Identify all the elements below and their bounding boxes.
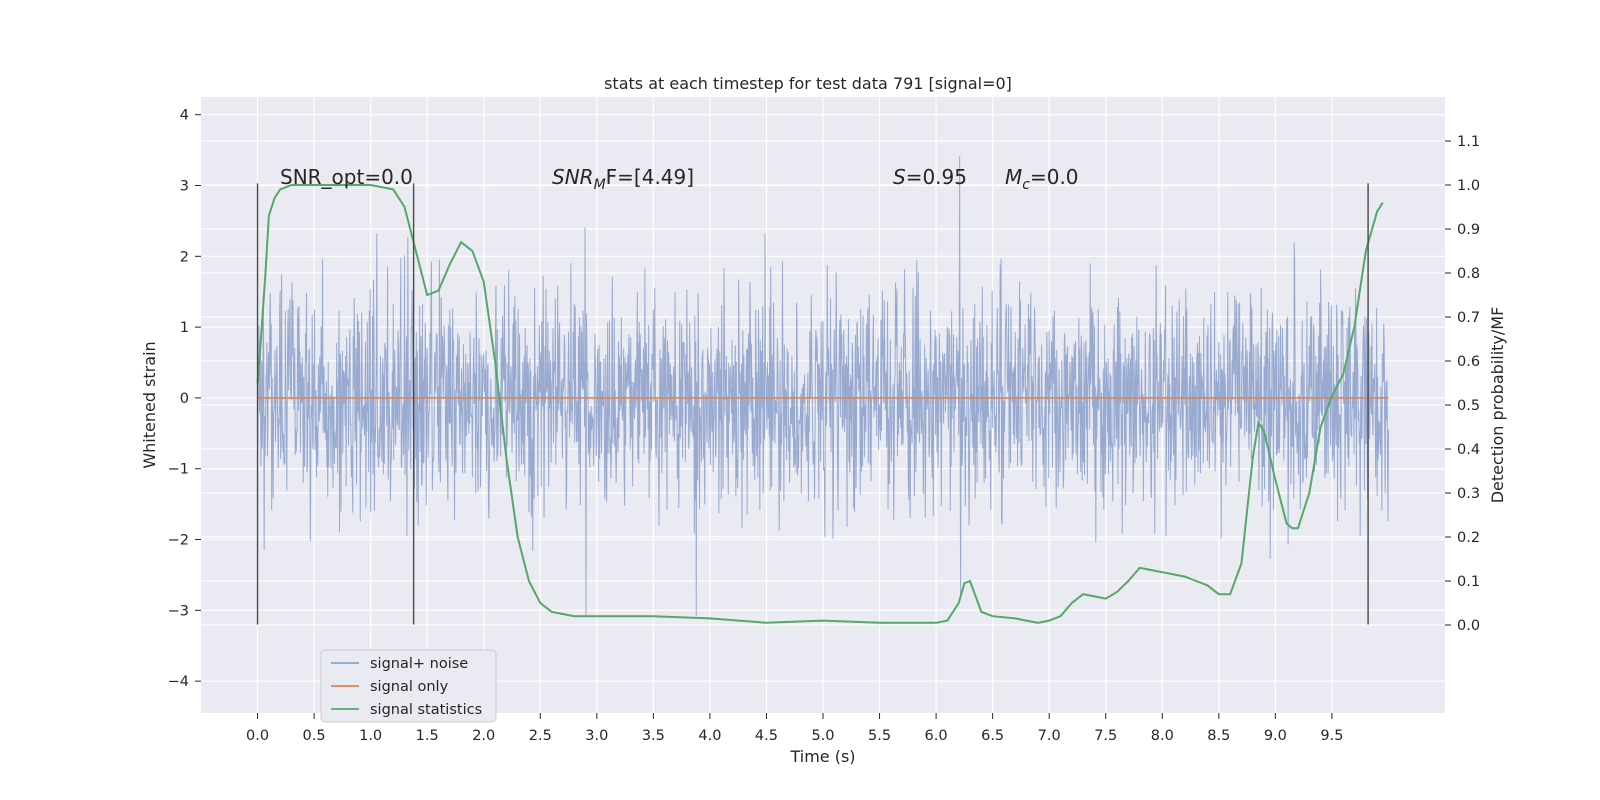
right-y-axis-label: Detection probability/MF xyxy=(1488,307,1507,504)
snr-mf-value: F=[4.49] xyxy=(606,165,694,189)
vertical-markers xyxy=(256,183,1369,625)
y-right-tick-label: 0.8 xyxy=(1457,266,1480,282)
legend-box xyxy=(320,649,497,723)
snr-mf-annotation: SNRMF=[4.49] xyxy=(552,165,694,193)
y-right-tick-label: 0.9 xyxy=(1457,222,1480,238)
y-right-tick-label: 0.3 xyxy=(1457,486,1480,502)
x-tick-label: 9.0 xyxy=(1264,728,1287,744)
series-signal-plus-noise xyxy=(257,156,1389,616)
snr-opt-annotation: SNR_opt=0.0 xyxy=(280,165,413,189)
y-left-tick-label: 0 xyxy=(180,391,189,407)
y-right-tick-label: 0.6 xyxy=(1457,354,1480,370)
x-tick-label: 8.5 xyxy=(1207,728,1230,744)
series-layer xyxy=(256,156,1389,624)
y-left-tick-label: 1 xyxy=(180,320,189,336)
y-right-tick-label: 1.0 xyxy=(1457,178,1480,194)
x-tick-label: 7.5 xyxy=(1094,728,1117,744)
y-right-tick-label: 0.7 xyxy=(1457,310,1480,326)
x-tick-label: 4.0 xyxy=(698,728,721,744)
y-right-tick-label: 0.4 xyxy=(1457,442,1480,458)
y-right-tick-label: 0.2 xyxy=(1457,530,1480,546)
snr-mf-symbol: SNR xyxy=(552,165,594,189)
x-tick-label: 2.5 xyxy=(529,728,552,744)
y-left-tick-label: −4 xyxy=(168,674,189,690)
legend-label-signal: signal only xyxy=(370,679,449,695)
y-right-tick-label: 0.1 xyxy=(1457,574,1480,590)
mc-subscript: c xyxy=(1022,177,1030,193)
snr-mf-subscript: M xyxy=(594,177,606,193)
x-tick-label: 6.0 xyxy=(925,728,948,744)
y-right-tick-label: 1.1 xyxy=(1457,134,1480,150)
x-tick-label: 3.0 xyxy=(585,728,608,744)
mc-annotation: Mc=0.0 xyxy=(1005,165,1079,193)
x-tick-label: 9.5 xyxy=(1320,728,1343,744)
right-y-axis-ticks: 1.1 1.0 0.9 0.8 0.7 0.6 0.5 0.4 0.3 0.2 0.1 0.0 xyxy=(1445,134,1480,634)
x-tick-label: 4.5 xyxy=(755,728,778,744)
legend-label-noise: signal+ noise xyxy=(370,656,468,672)
x-tick-label: 3.5 xyxy=(642,728,665,744)
y-right-tick-label: 0.5 xyxy=(1457,398,1480,414)
left-y-axis-label: Whitened strain xyxy=(140,341,159,468)
s-annotation: S=0.95 xyxy=(893,165,967,189)
x-tick-label: 8.0 xyxy=(1151,728,1174,744)
y-left-tick-label: −1 xyxy=(168,462,189,478)
mc-symbol: M xyxy=(1005,165,1022,189)
x-tick-label: 5.5 xyxy=(868,728,891,744)
x-tick-label: 1.5 xyxy=(416,728,439,744)
y-left-tick-label: 2 xyxy=(180,249,189,265)
chart-title: stats at each timestep for test data 791… xyxy=(604,74,1012,93)
left-y-axis-ticks: 4 3 2 1 0 −1 −2 −3 −4 xyxy=(168,108,201,690)
mc-value: =0.0 xyxy=(1030,165,1079,189)
x-tick-label: 5.0 xyxy=(811,728,834,744)
y-left-tick-label: 3 xyxy=(180,179,189,195)
y-right-tick-label: 0.0 xyxy=(1457,618,1480,634)
s-symbol: S xyxy=(893,165,906,189)
x-axis-label: Time (s) xyxy=(789,747,855,766)
x-tick-label: 2.0 xyxy=(472,728,495,744)
legend-label-statistics: signal statistics xyxy=(370,702,482,718)
x-axis-ticks: 0.0 0.5 1.0 1.5 2.0 2.5 3.0 3.5 4.0 4.5 5.0 5.5 6.0 6… xyxy=(246,713,1343,744)
x-tick-label: 7.0 xyxy=(1038,728,1061,744)
x-tick-label: 0.0 xyxy=(246,728,269,744)
legend: signal+ noise signal only signal statist… xyxy=(320,649,497,723)
x-tick-label: 0.5 xyxy=(303,728,326,744)
s-value: =0.95 xyxy=(906,165,967,189)
y-left-tick-label: −3 xyxy=(168,603,189,619)
x-tick-label: 6.5 xyxy=(981,728,1004,744)
y-left-tick-label: 4 xyxy=(180,108,189,124)
x-tick-label: 1.0 xyxy=(359,728,382,744)
y-left-tick-label: −2 xyxy=(168,533,189,549)
